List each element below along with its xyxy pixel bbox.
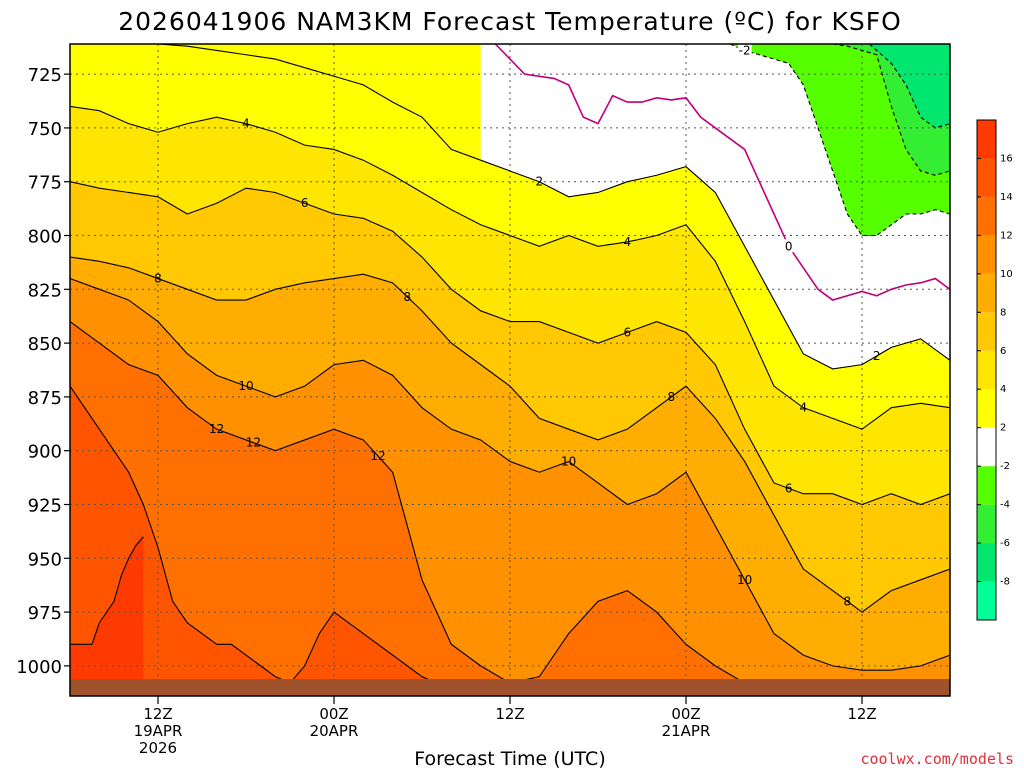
isotherm-2	[70, 44, 950, 370]
colorbar-label: 10	[1000, 269, 1013, 280]
contour-label: 2	[873, 349, 881, 363]
isotherm--6	[868, 44, 950, 129]
colorbar-label: -4	[1000, 500, 1010, 511]
contour-label: 8	[844, 594, 852, 608]
band-14	[70, 386, 437, 696]
plot-area: 12 12 12 10 10 10 8 8 8 8 6 6 6 4 4 4 2 2 0 -2	[69, 43, 951, 697]
y-tick-label: 850	[28, 334, 62, 355]
y-tick-label: 900	[28, 442, 62, 463]
colorbar-label: 16	[1000, 153, 1013, 164]
x-axis-title: Forecast Time (UTC)	[414, 748, 605, 768]
colorbar-segment	[977, 350, 996, 390]
colorbar-label: -8	[1000, 577, 1010, 588]
contour-label: 10	[561, 454, 576, 468]
contour-label: 6	[301, 196, 309, 210]
isotherm-6	[70, 181, 950, 506]
colorbar-segment	[977, 120, 996, 159]
x-tick-label: 12Z	[143, 705, 172, 723]
contour-label: 0	[785, 239, 793, 253]
grid-lines	[70, 44, 950, 696]
contour-label: 12	[209, 422, 224, 436]
x-tick-label: 00Z	[319, 705, 348, 723]
contour-label: 4	[624, 235, 632, 249]
y-tick-label: 1000	[16, 657, 62, 678]
x-tick-label: 21APR	[662, 722, 711, 740]
contour-label: 8	[404, 290, 412, 304]
y-tick-label: 875	[28, 388, 62, 409]
colorbar-segment	[977, 235, 996, 274]
colorbar-label: 4	[1000, 384, 1006, 395]
isotherm-10	[70, 278, 950, 671]
band--6	[869, 44, 950, 128]
y-tick-label: 775	[28, 173, 62, 194]
contour-label: 4	[242, 117, 250, 131]
y-tick-label: 825	[28, 280, 62, 301]
colorbar-segment	[977, 427, 996, 467]
colorbar-segment	[977, 196, 996, 236]
colorbar-label: 14	[1000, 192, 1013, 203]
colorbar-segment	[977, 312, 996, 351]
isotherm--4	[832, 44, 950, 176]
colorbar-segment	[977, 389, 996, 428]
contour-label: -2	[739, 43, 751, 57]
x-tick-label: 12Z	[847, 705, 876, 723]
colorbar: -8 -6 -4 -2 2 4 6 8 10 12 14 16	[976, 119, 1013, 621]
y-axis-ticks: 725 750 775 800 825 850 875 900 925 950 975 1000	[16, 65, 70, 678]
contour-label: 10	[238, 379, 253, 393]
colorbar-segment	[977, 466, 996, 505]
contour-label: 6	[624, 325, 632, 339]
colorbar-segment	[977, 504, 996, 544]
contour-label: 6	[785, 481, 793, 495]
isotherm-16	[70, 536, 144, 645]
band-16	[70, 536, 144, 696]
colorbar-label: -2	[1000, 461, 1010, 472]
colorbar-label: 8	[1000, 307, 1006, 318]
contour-label: 4	[800, 401, 808, 415]
band-12	[70, 321, 950, 696]
temperature-bands	[70, 44, 950, 696]
x-tick-label: 2026	[139, 739, 177, 757]
colorbar-label: 12	[1000, 230, 1013, 241]
contour-label: 8	[154, 272, 162, 286]
isotherm-8	[70, 256, 950, 613]
isotherm-0	[494, 44, 950, 301]
colorbar-segment	[977, 158, 996, 197]
x-tick-label: 12Z	[495, 705, 524, 723]
ground-strip	[70, 679, 950, 696]
colorbar-segment	[977, 273, 996, 313]
contour-label: 2	[536, 175, 544, 189]
x-tick-label: 00Z	[671, 705, 700, 723]
chart-title: 2026041906 NAM3KM Forecast Temperature (…	[118, 7, 902, 36]
contour-label: 12	[246, 436, 261, 450]
contour-label: 12	[370, 449, 385, 463]
y-tick-label: 950	[28, 549, 62, 570]
isotherm-14	[70, 385, 437, 684]
colorbar-frame	[976, 119, 997, 621]
isotherm--2	[729, 44, 950, 237]
y-tick-label: 800	[28, 227, 62, 248]
x-tick-label: 20APR	[310, 722, 359, 740]
colorbar-label: 2	[1000, 423, 1006, 434]
y-tick-label: 925	[28, 495, 62, 516]
colorbar-label: 6	[1000, 346, 1006, 357]
x-tick-label: 19APR	[134, 722, 183, 740]
colorbar-segment	[977, 543, 996, 582]
contour-label: 10	[737, 573, 752, 587]
colorbar-label: -6	[1000, 538, 1010, 549]
y-tick-label: 750	[28, 119, 62, 140]
y-tick-label: 725	[28, 65, 62, 86]
colorbar-segment	[977, 581, 996, 620]
credit-link[interactable]: coolwx.com/models	[860, 750, 1014, 768]
isotherm-4	[70, 105, 950, 430]
contour-label: 8	[668, 390, 676, 404]
y-tick-label: 975	[28, 603, 62, 624]
